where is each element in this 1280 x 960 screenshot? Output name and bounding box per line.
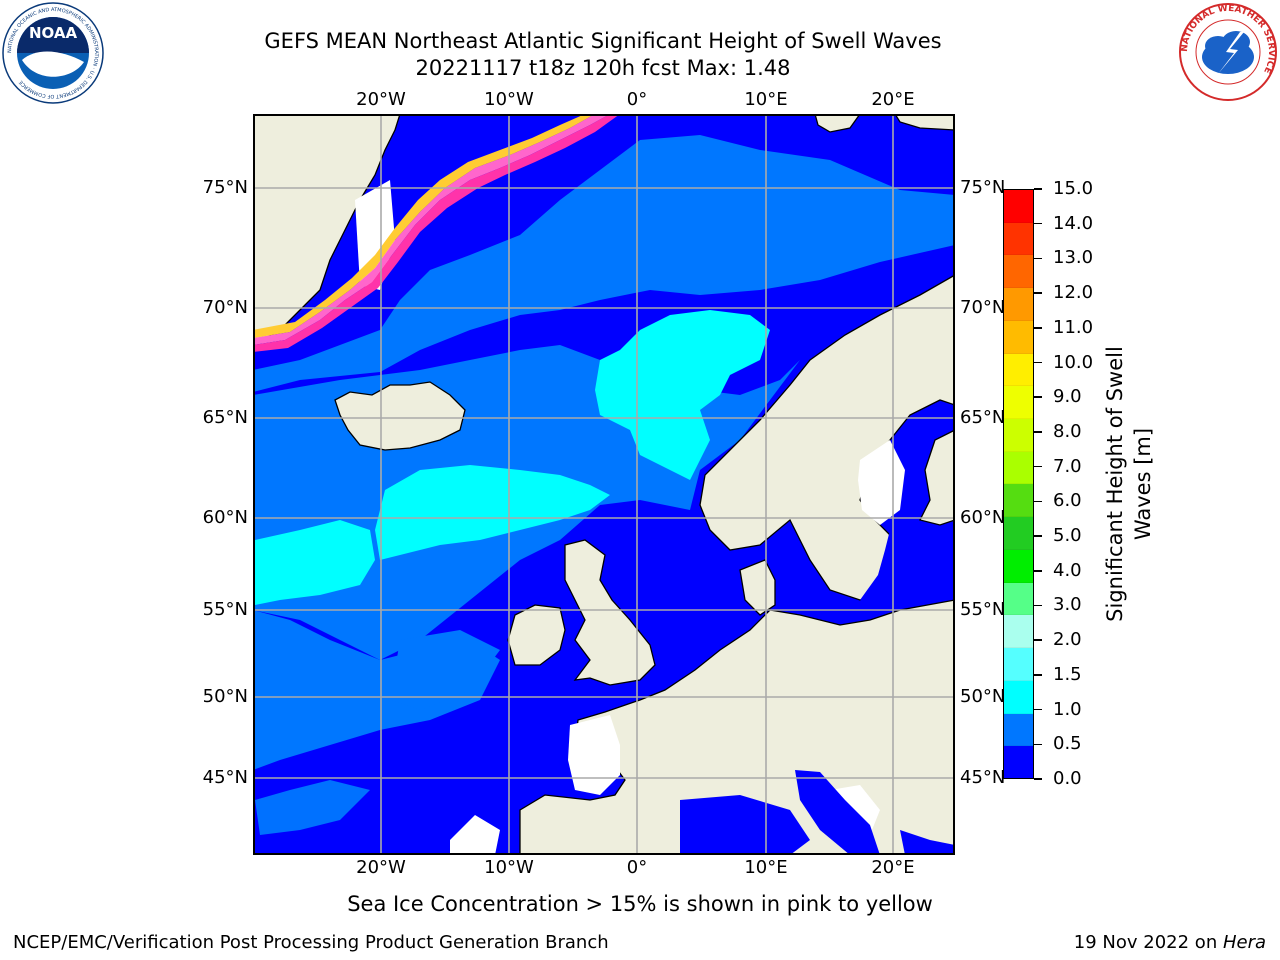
lon-tick-top: 20°E [871, 90, 914, 110]
lon-tick-bottom: 10°E [744, 858, 787, 878]
footer-left: NCEP/EMC/Verification Post Processing Pr… [13, 932, 609, 954]
colorbar-segment [1004, 255, 1033, 288]
map-panel [253, 114, 955, 855]
lat-tick-left: 70°N [153, 298, 248, 318]
colorbar-tick-mark [1034, 639, 1042, 641]
colorbar-segment [1004, 746, 1033, 778]
colorbar-tick-label: 0.5 [1053, 734, 1082, 754]
lon-tick-top: 10°W [484, 90, 534, 110]
colorbar-tick-label: 15.0 [1053, 179, 1093, 199]
colorbar-tick-mark [1034, 674, 1042, 676]
footer-host: Hera [1223, 932, 1266, 953]
colorbar-tick-mark [1034, 258, 1042, 260]
lat-tick-right: 45°N [960, 768, 1005, 788]
colorbar-segment [1004, 321, 1033, 354]
colorbar-label-line2: Waves [m] [1130, 334, 1156, 634]
colorbar [1003, 189, 1034, 779]
lat-tick-left: 60°N [153, 508, 248, 528]
colorbar-tick-label: 0.0 [1053, 769, 1082, 789]
colorbar-tick-mark [1034, 535, 1042, 537]
lon-tick-bottom: 0° [627, 858, 647, 878]
colorbar-segment [1004, 452, 1033, 485]
colorbar-tick-mark [1034, 362, 1042, 364]
lat-tick-right: 50°N [960, 687, 1005, 707]
colorbar-segment [1004, 419, 1033, 452]
colorbar-tick-label: 11.0 [1053, 318, 1093, 338]
colorbar-tick-label: 8.0 [1053, 422, 1082, 442]
colorbar-segment [1004, 648, 1033, 681]
colorbar-tick-label: 5.0 [1053, 526, 1082, 546]
lat-tick-right: 70°N [960, 298, 1005, 318]
colorbar-segment [1004, 354, 1033, 387]
colorbar-tick-mark [1034, 327, 1042, 329]
colorbar-tick-label: 10.0 [1053, 353, 1093, 373]
colorbar-segment [1004, 714, 1033, 747]
chart-title-line2: 20221117 t18z 120h fcst Max: 1.48 [0, 55, 1206, 81]
colorbar-segment [1004, 288, 1033, 321]
colorbar-tick-mark [1034, 466, 1042, 468]
colorbar-tick-label: 14.0 [1053, 214, 1093, 234]
lat-tick-left: 75°N [153, 178, 248, 198]
colorbar-segment [1004, 550, 1033, 583]
colorbar-tick-mark [1034, 431, 1042, 433]
colorbar-tick-mark [1034, 605, 1042, 607]
colorbar-segment [1004, 517, 1033, 550]
colorbar-tick-label: 13.0 [1053, 248, 1093, 268]
colorbar-tick-label: 12.0 [1053, 283, 1093, 303]
lat-tick-right: 60°N [960, 508, 1005, 528]
swell-height-map [253, 114, 955, 855]
colorbar-tick-mark [1034, 709, 1042, 711]
colorbar-tick-mark [1034, 292, 1042, 294]
chart-title-line1: GEFS MEAN Northeast Atlantic Significant… [0, 28, 1206, 54]
colorbar-tick-label: 1.0 [1053, 700, 1082, 720]
colorbar-tick-label: 7.0 [1053, 457, 1082, 477]
colorbar-tick-mark [1034, 223, 1042, 225]
sea-ice-caption: Sea Ice Concentration > 15% is shown in … [0, 891, 1280, 917]
lat-tick-right: 65°N [960, 408, 1005, 428]
lat-tick-left: 45°N [153, 768, 248, 788]
colorbar-tick-label: 1.5 [1053, 665, 1082, 685]
colorbar-tick-mark [1034, 570, 1042, 572]
colorbar-tick-mark [1034, 744, 1042, 746]
lat-tick-right: 75°N [960, 178, 1005, 198]
colorbar-tick-label: 6.0 [1053, 491, 1082, 511]
lon-tick-top: 0° [627, 90, 647, 110]
colorbar-segment [1004, 484, 1033, 517]
colorbar-segment [1004, 223, 1033, 256]
colorbar-segments [1004, 190, 1033, 778]
lon-tick-top: 20°W [356, 90, 406, 110]
colorbar-tick-label: 2.0 [1053, 630, 1082, 650]
lat-tick-left: 50°N [153, 687, 248, 707]
colorbar-tick-mark [1034, 188, 1042, 190]
colorbar-tick-label: 4.0 [1053, 561, 1082, 581]
lon-tick-bottom: 20°W [356, 858, 406, 878]
footer-right: 19 Nov 2022 on Hera [1074, 932, 1266, 954]
colorbar-tick-mark [1034, 501, 1042, 503]
colorbar-segment [1004, 386, 1033, 419]
lon-tick-top: 10°E [744, 90, 787, 110]
lon-tick-bottom: 20°E [871, 858, 914, 878]
colorbar-tick-label: 3.0 [1053, 595, 1082, 615]
colorbar-segment [1004, 190, 1033, 223]
colorbar-tick-mark [1034, 778, 1042, 780]
colorbar-segment [1004, 681, 1033, 714]
colorbar-tick-label: 9.0 [1053, 387, 1082, 407]
colorbar-segment [1004, 583, 1033, 616]
lat-tick-right: 55°N [960, 600, 1005, 620]
colorbar-segment [1004, 615, 1033, 648]
colorbar-label-line1: Significant Height of Swell [1102, 334, 1128, 634]
lat-tick-left: 55°N [153, 600, 248, 620]
colorbar-tick-mark [1034, 396, 1042, 398]
footer-date: 19 Nov 2022 on [1074, 932, 1223, 953]
lat-tick-left: 65°N [153, 408, 248, 428]
lon-tick-bottom: 10°W [484, 858, 534, 878]
